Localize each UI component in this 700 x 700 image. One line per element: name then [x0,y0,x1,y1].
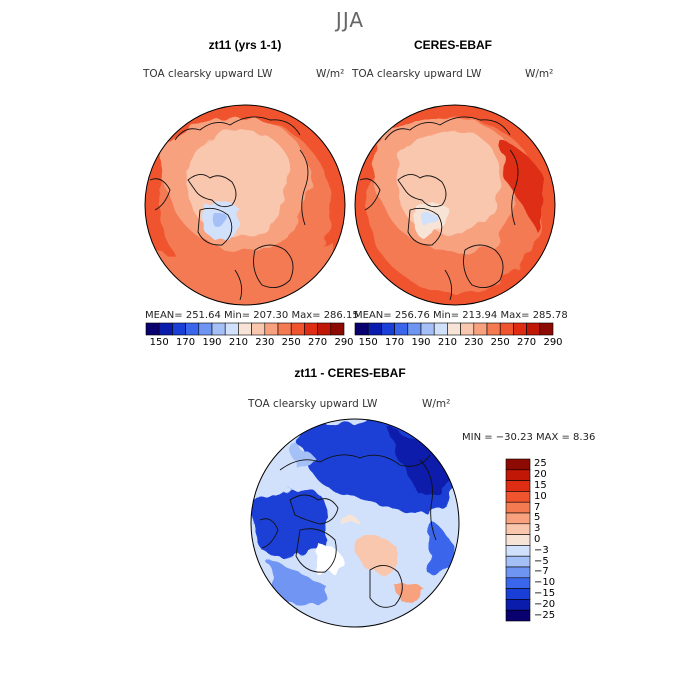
colorbar-swatch [539,322,554,336]
colorbar-tick-label: 290 [334,337,354,348]
colorbar-swatch [486,322,501,336]
colorbar-tick-label: 270 [308,337,328,348]
panel-1-title: zt11 (yrs 1-1) [208,38,282,52]
map-diff-border [250,418,460,628]
colorbar-swatch [394,322,409,336]
colorbar-tick-label: 210 [228,337,248,348]
map-panel-1 [145,105,345,305]
colorbar-swatch [198,322,213,336]
colorbar-tick-label: 250 [490,337,510,348]
diff-min-max: MIN = −30.23 MAX = 8.36 [462,432,596,443]
season-title: JJA [335,8,365,32]
colorbar-swatch [447,322,461,336]
colorbar-diff-level-label: −15 [534,588,556,599]
colorbar-tick-label: 150 [358,337,378,348]
colorbar-tick-label: 190 [202,337,222,348]
colorbar-swatch [304,322,318,336]
colorbar-tick-label: 270 [517,337,537,348]
colorbar-diff-swatch [505,512,531,525]
colorbar-diff-level-label: −20 [534,598,556,610]
colorbar-tick-label: 250 [281,337,301,348]
colorbar-diff-swatch [505,523,531,535]
colorbar-swatch [277,322,292,336]
colorbar-diff-level-label: 5 [534,512,541,524]
map-panel-2-border [354,104,556,306]
colorbar-swatch [420,322,435,336]
colorbar-diff-swatch [505,577,531,589]
colorbar-swatch [499,322,514,336]
colorbar-diff-swatch [505,599,531,611]
panel-2-stats: MEAN= 256.76 Min= 213.94 Max= 285.78 [354,310,568,321]
panel-1-variable: TOA clearsky upward LW [143,68,273,80]
colorbar-diff-swatch [505,491,531,503]
colorbar-diff-level-label: −10 [534,577,556,589]
colorbar-diff-level-label: 10 [534,490,547,502]
map-panel-2 [355,105,555,305]
colorbar-diff-swatch [505,588,531,600]
colorbar-diff-level-label: −3 [534,544,549,556]
colorbar-diff-level-label: −7 [534,566,549,578]
colorbar-swatch [264,322,279,336]
colorbar-swatch [211,322,226,336]
colorbar-diff-swatch [505,480,531,492]
map-panel-1-border [144,104,346,306]
colorbar-panel-2 [354,322,554,336]
colorbar-swatch [354,322,369,336]
colorbar-diff-swatch [505,609,531,622]
colorbar-swatch [251,322,266,336]
colorbar-diff-swatch [505,458,531,471]
colorbar-diff-level-label: 0 [534,534,541,545]
panel-2-variable: TOA clearsky upward LW [352,68,482,80]
colorbar-tick-label: 170 [176,337,196,348]
colorbar-tick-label: 190 [411,337,431,348]
colorbar-swatch [158,322,173,336]
panel-2-title: CERES-EBAF [413,38,492,52]
colorbar-diff-level-label: 7 [534,501,541,513]
colorbar-swatch [172,322,186,336]
diff-panel-units: W/m² [422,398,451,410]
colorbar-diff-swatch [505,555,531,568]
colorbar-panel-1 [145,322,345,336]
colorbar-diff-level-label: 25 [534,458,547,470]
colorbar-diff-level-label: −25 [534,609,556,621]
colorbar-swatch [407,322,422,336]
colorbar-swatch [238,322,252,336]
colorbar-diff-level-label: −5 [534,555,549,567]
panel-1-stats: MEAN= 251.64 Min= 207.30 Max= 286.15 [145,310,359,321]
colorbar-swatch [433,322,448,336]
colorbar-swatch [513,322,527,336]
colorbar-diff-swatch [505,469,531,481]
colorbar-tick-label: 170 [385,337,405,348]
colorbar-tick-label: 210 [437,337,457,348]
colorbar-tick-label: 230 [255,337,275,348]
panel-1-units: W/m² [316,68,345,80]
colorbar-swatch [330,322,345,336]
colorbar-swatch [145,322,160,336]
colorbar-swatch [473,322,488,336]
colorbar-tick-label: 290 [543,337,563,348]
map-diff [251,419,459,627]
colorbar-diff-level-label: 20 [534,469,547,481]
colorbar-diff [505,458,531,622]
colorbar-swatch [526,322,541,336]
colorbar-diff-swatch [505,501,531,514]
colorbar-swatch [290,322,305,336]
colorbar-swatch [185,322,200,336]
colorbar-tick-label: 150 [149,337,169,348]
colorbar-tick-label: 230 [464,337,484,348]
diff-panel-variable: TOA clearsky upward LW [248,398,378,410]
colorbar-diff-swatch [505,545,531,557]
colorbar-diff-level-label: 15 [534,480,547,491]
colorbar-diff-level-label: 3 [534,523,541,535]
panel-2-units: W/m² [525,68,554,80]
colorbar-swatch [317,322,332,336]
colorbar-diff-swatch [505,534,531,546]
colorbar-swatch [381,322,395,336]
colorbar-swatch [224,322,239,336]
diff-panel-title: zt11 - CERES-EBAF [294,366,406,380]
colorbar-swatch [367,322,382,336]
colorbar-swatch [460,322,475,336]
colorbar-diff-swatch [505,566,531,579]
